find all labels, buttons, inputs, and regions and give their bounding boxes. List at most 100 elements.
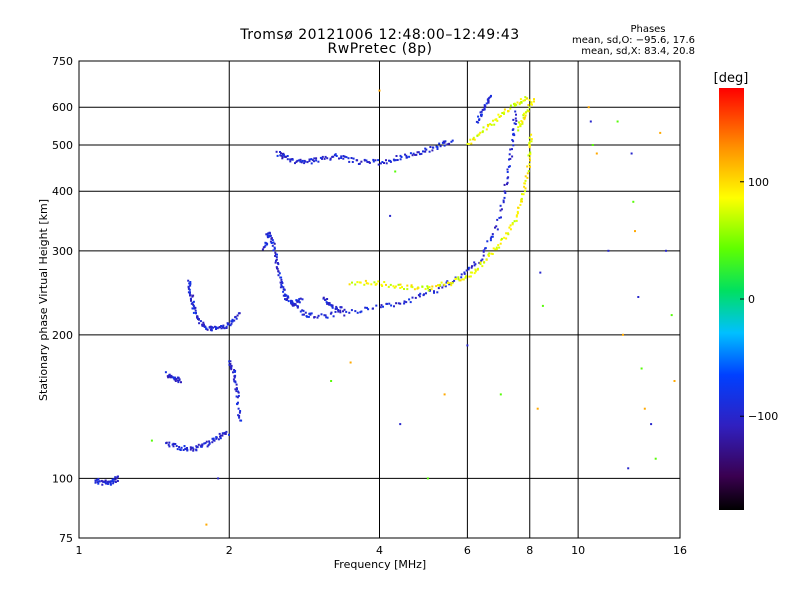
data-point (474, 268, 477, 271)
data-point (327, 302, 330, 304)
y-tick-label: 75 (59, 532, 73, 545)
data-point (109, 482, 112, 485)
data-point (527, 110, 530, 113)
data-point (503, 196, 506, 199)
data-point (297, 159, 300, 162)
data-point (227, 322, 230, 325)
data-point (454, 276, 457, 279)
data-point (299, 160, 302, 163)
data-point (354, 310, 357, 313)
data-point (192, 448, 195, 451)
data-point (304, 311, 307, 314)
colorbar-ticks: 100 0 −100 (740, 176, 778, 423)
data-point (311, 159, 314, 162)
data-point (107, 482, 110, 485)
data-point (375, 304, 378, 307)
data-point (409, 301, 412, 304)
data-point (233, 376, 236, 379)
data-point (339, 311, 342, 314)
data-point (487, 100, 490, 103)
data-point (114, 478, 117, 481)
data-point (356, 281, 359, 284)
data-point (515, 113, 517, 116)
data-point (490, 235, 493, 238)
data-point (486, 240, 489, 243)
data-point (375, 282, 378, 285)
data-point (309, 313, 312, 316)
data-point (176, 379, 179, 382)
data-point (232, 371, 234, 374)
data-point (526, 165, 529, 168)
data-point (198, 322, 201, 325)
data-point (282, 290, 285, 293)
data-point (176, 376, 179, 379)
data-point (111, 480, 114, 483)
data-point (522, 116, 525, 119)
data-point (485, 102, 488, 105)
data-point (372, 158, 375, 161)
data-point (313, 157, 316, 160)
data-point (274, 251, 277, 254)
data-point (203, 325, 206, 328)
data-point (174, 443, 177, 445)
data-point (512, 133, 514, 136)
data-point (276, 154, 279, 157)
data-point (368, 161, 371, 164)
data-point (359, 281, 362, 284)
data-point (196, 446, 199, 449)
data-point (424, 147, 427, 150)
data-point (202, 321, 205, 324)
data-point (500, 208, 503, 211)
data-point (467, 268, 470, 271)
data-point (331, 304, 334, 307)
data-point (515, 215, 518, 218)
colorbar-unit-label: [deg] (714, 71, 749, 86)
data-point (506, 168, 509, 171)
data-point (484, 247, 487, 250)
data-point (511, 155, 514, 158)
data-point (164, 371, 167, 374)
data-point (282, 286, 285, 289)
data-point (301, 159, 304, 162)
data-point (104, 479, 107, 482)
data-point (238, 312, 241, 315)
data-point (509, 104, 512, 107)
data-point (380, 283, 383, 286)
data-point (508, 158, 510, 161)
y-axis-label: Stationary phase Virtual Height [km] (37, 199, 50, 401)
data-point (480, 113, 483, 116)
y-tick-label: 750 (52, 55, 73, 68)
data-point (190, 302, 193, 305)
data-point (191, 446, 194, 449)
data-point (390, 304, 393, 307)
data-point (342, 155, 345, 157)
data-point (308, 159, 311, 162)
data-point (364, 306, 367, 309)
data-point (313, 316, 316, 318)
data-point (229, 360, 232, 363)
data-point (310, 162, 313, 165)
data-point (503, 112, 505, 115)
data-point (459, 279, 462, 282)
data-point (424, 288, 427, 290)
data-point (178, 379, 181, 382)
data-point (347, 157, 350, 160)
data-point (196, 316, 199, 319)
data-point (324, 314, 327, 317)
data-point (338, 157, 340, 160)
data-point (117, 475, 119, 478)
data-point (304, 160, 307, 163)
data-point (460, 273, 463, 276)
data-point (326, 157, 329, 160)
data-point (228, 360, 231, 363)
data-point (291, 304, 294, 307)
data-point (397, 302, 400, 305)
data-point (435, 285, 438, 288)
data-point (195, 449, 198, 452)
data-point (231, 320, 234, 323)
data-point (443, 144, 446, 147)
data-point (493, 123, 496, 126)
data-point (524, 179, 527, 182)
data-point (403, 288, 405, 290)
